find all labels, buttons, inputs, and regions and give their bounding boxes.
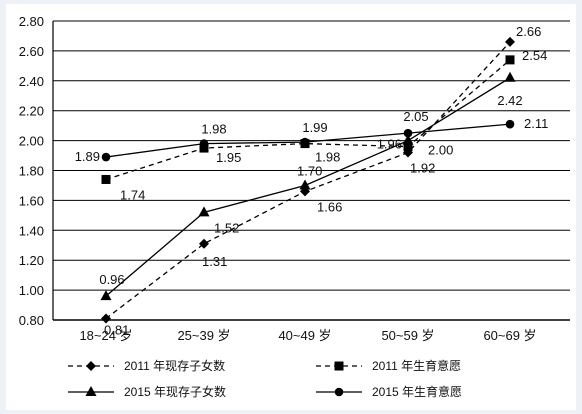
data-labels: 0.81 1.31 1.66 1.92 2.66 1.74 1.95 1.98 1.96 2.54… bbox=[75, 24, 549, 338]
data-point bbox=[504, 71, 516, 82]
data-point bbox=[402, 134, 414, 145]
data-label: 2.54 bbox=[522, 48, 547, 63]
data-point bbox=[505, 36, 515, 47]
data-label: 1.98 bbox=[201, 122, 226, 137]
y-tick-label-1.80: 1.80 bbox=[19, 164, 44, 179]
y-tick-label-1.60: 1.60 bbox=[19, 193, 44, 208]
data-label: 1.95 bbox=[216, 150, 241, 165]
legend-marker bbox=[85, 386, 97, 396]
y-tick-label-2.20: 2.20 bbox=[19, 104, 44, 119]
legend-label: 2015 年现存子女数 bbox=[124, 384, 226, 399]
data-point bbox=[505, 119, 515, 129]
chart-frame: 0.80 1.00 1.20 1.40 1.60 1.80 2.00 2.20 2.40 2.60… bbox=[6, 4, 576, 410]
data-label: 2.66 bbox=[516, 24, 541, 39]
data-point bbox=[299, 179, 311, 190]
y-tick-label-1.00: 1.00 bbox=[19, 283, 44, 298]
line-chart: 0.80 1.00 1.20 1.40 1.60 1.80 2.00 2.20 2.40 2.60… bbox=[19, 14, 570, 399]
data-label: 1.92 bbox=[410, 161, 435, 176]
data-label: 1.74 bbox=[120, 187, 145, 202]
data-label: 1.70 bbox=[297, 163, 322, 178]
data-label: 2.42 bbox=[497, 93, 522, 108]
y-tick-label-1.40: 1.40 bbox=[19, 223, 44, 238]
y-tick-label-0.80: 0.80 bbox=[19, 313, 44, 328]
y-tick-label-1.20: 1.20 bbox=[19, 253, 44, 268]
legend: 2011 年现存子女数 2011 年生育意愿 2015 年现存子女数 2015 年生育… bbox=[68, 358, 462, 399]
data-point bbox=[101, 152, 111, 162]
data-point bbox=[199, 238, 209, 249]
legend-label: 2015 年生育意愿 bbox=[372, 384, 462, 399]
data-point bbox=[101, 313, 111, 324]
series-markers bbox=[100, 36, 516, 324]
x-category-label: 50~59 岁 bbox=[381, 328, 434, 343]
series-line-2 bbox=[105, 59, 511, 181]
data-point bbox=[101, 174, 111, 184]
y-axis-ticks: 0.80 1.00 1.20 1.40 1.60 1.80 2.00 2.20 2.40 2.60… bbox=[19, 14, 44, 328]
data-point bbox=[199, 143, 209, 153]
x-category-label: 25~39 岁 bbox=[177, 328, 230, 343]
data-label: 1.98 bbox=[315, 150, 340, 165]
data-point bbox=[100, 290, 112, 301]
data-point bbox=[505, 55, 515, 65]
data-label: 1.31 bbox=[202, 254, 227, 269]
x-category-label: 60~69 岁 bbox=[483, 328, 536, 343]
data-label: 2.00 bbox=[428, 143, 453, 158]
data-point bbox=[198, 206, 210, 217]
data-point bbox=[300, 137, 310, 147]
y-tick-label-2.60: 2.60 bbox=[19, 44, 44, 59]
data-label: 1.89 bbox=[75, 149, 100, 164]
series-line-1 bbox=[105, 41, 511, 320]
x-category-label: 40~49 岁 bbox=[278, 328, 331, 343]
legend-label: 2011 年现存子女数 bbox=[124, 358, 225, 373]
data-label: 1.96 bbox=[377, 137, 402, 152]
data-label: 1.66 bbox=[317, 199, 342, 214]
data-label: 1.99 bbox=[302, 120, 327, 135]
y-tick-label-2.40: 2.40 bbox=[19, 74, 44, 89]
data-label: 1.52 bbox=[214, 220, 239, 235]
x-category-label: 18~24 岁 bbox=[79, 328, 132, 343]
data-label: 2.05 bbox=[403, 109, 428, 124]
legend-marker bbox=[86, 361, 96, 371]
legend-marker bbox=[334, 387, 344, 397]
x-axis-categories: 18~24 岁 25~39 岁 40~49 岁 50~59 岁 60~69 岁 bbox=[79, 328, 536, 343]
data-label: 2.11 bbox=[524, 116, 548, 131]
y-tick-label-2.00: 2.00 bbox=[19, 134, 44, 149]
data-point bbox=[403, 142, 413, 152]
data-label: 0.81 bbox=[104, 323, 129, 338]
data-label: 0.96 bbox=[99, 272, 124, 287]
grid bbox=[52, 20, 570, 321]
legend-marker bbox=[334, 361, 344, 371]
data-point bbox=[199, 139, 209, 148]
y-tick-label-2.80: 2.80 bbox=[19, 14, 44, 29]
legend-label: 2011 年生育意愿 bbox=[372, 358, 461, 373]
series-lines bbox=[105, 41, 511, 320]
data-point bbox=[403, 128, 413, 138]
